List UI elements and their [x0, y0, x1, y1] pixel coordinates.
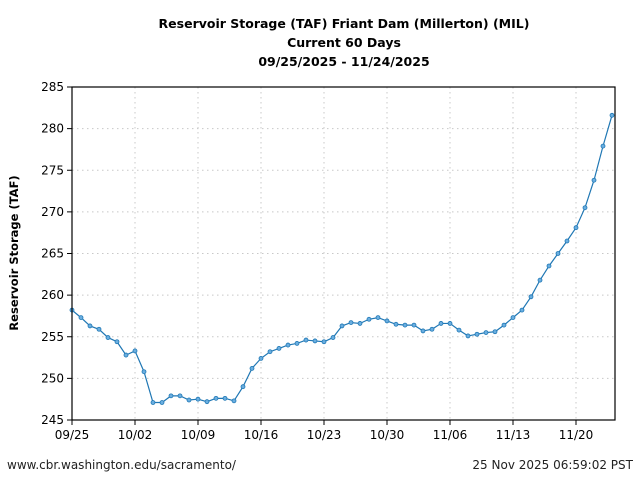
y-tick-label: 260 — [41, 288, 64, 302]
chart-title-line-3: 09/25/2025 - 11/24/2025 — [258, 54, 429, 69]
y-tick-label: 245 — [41, 413, 64, 427]
data-point — [213, 395, 219, 401]
data-point — [564, 238, 570, 244]
chart-title-line-2: Current 60 Days — [287, 35, 401, 50]
data-point — [78, 315, 84, 321]
data-point — [249, 365, 255, 371]
data-point — [555, 251, 561, 256]
x-tick-label: 10/16 — [244, 428, 279, 442]
data-point — [285, 342, 291, 348]
data-point — [231, 398, 237, 404]
data-point — [402, 322, 408, 328]
data-point — [276, 346, 282, 351]
data-point — [438, 321, 444, 326]
data-point — [528, 294, 534, 300]
data-point — [303, 337, 309, 343]
x-tick-label: 10/02 — [118, 428, 153, 442]
data-point — [474, 331, 480, 337]
x-tick-label: 09/25 — [55, 428, 90, 442]
data-point — [510, 315, 516, 321]
data-point — [447, 321, 453, 326]
data-point — [186, 397, 192, 403]
data-point — [222, 395, 228, 401]
data-point — [393, 321, 399, 327]
data-point — [150, 400, 156, 405]
y-axis-label: Reservoir Storage (TAF) — [7, 175, 21, 330]
data-point — [195, 396, 201, 402]
data-point — [384, 318, 390, 324]
y-tick-label: 285 — [41, 80, 64, 94]
series-line — [71, 115, 613, 404]
data-point — [456, 327, 462, 333]
data-point — [339, 323, 345, 329]
data-point — [411, 322, 417, 328]
y-tick-label: 255 — [41, 330, 64, 344]
series — [69, 112, 615, 405]
data-point — [582, 205, 588, 211]
data-point — [141, 369, 147, 375]
data-point — [114, 339, 120, 345]
y-tick-label: 250 — [41, 371, 64, 385]
data-point — [420, 328, 426, 334]
timestamp: 25 Nov 2025 06:59:02 PST — [472, 458, 633, 472]
data-point — [204, 399, 210, 405]
data-point — [492, 329, 498, 335]
source-url[interactable]: www.cbr.washington.edu/sacramento/ — [7, 458, 236, 472]
data-point — [573, 225, 579, 231]
data-point — [96, 326, 102, 332]
grid — [71, 86, 615, 421]
data-point — [123, 352, 129, 358]
data-point — [519, 307, 525, 313]
x-tick-label: 11/06 — [433, 428, 468, 442]
data-point — [177, 393, 183, 399]
plot-frame — [71, 86, 616, 421]
data-point — [132, 348, 138, 354]
x-tick-label: 10/30 — [370, 428, 405, 442]
data-point — [240, 384, 246, 390]
data-point — [537, 277, 543, 283]
data-point — [168, 393, 174, 399]
data-point — [348, 320, 354, 325]
data-point — [429, 326, 435, 332]
x-tick-label: 10/23 — [307, 428, 342, 442]
data-point — [267, 349, 273, 355]
chart-title-line-1: Reservoir Storage (TAF) Friant Dam (Mill… — [159, 16, 530, 31]
data-point — [159, 400, 165, 405]
y-tick-label: 275 — [41, 163, 64, 177]
data-point — [609, 112, 615, 118]
data-point — [294, 341, 300, 346]
x-tick-label: 11/13 — [496, 428, 531, 442]
y-tick-label: 265 — [41, 247, 64, 261]
y-tick-label: 270 — [41, 205, 64, 219]
data-point — [465, 333, 471, 339]
data-point — [258, 355, 264, 361]
data-point — [483, 330, 489, 335]
data-point — [87, 323, 93, 329]
data-point — [501, 322, 507, 328]
data-point — [600, 143, 606, 149]
data-point — [105, 335, 111, 340]
y-tick-label: 280 — [41, 122, 64, 136]
data-point — [330, 335, 336, 340]
x-tick-label: 11/20 — [559, 428, 594, 442]
data-point — [546, 263, 552, 269]
data-point — [375, 315, 381, 321]
data-point — [591, 177, 597, 183]
data-point — [321, 339, 327, 345]
ticks: 245 250 255 260 265 270 275 280 285 09/25 10/02 10/… — [41, 80, 593, 442]
data-point — [366, 316, 372, 322]
data-point — [357, 321, 363, 326]
data-point — [312, 338, 318, 344]
x-tick-label: 10/09 — [181, 428, 216, 442]
